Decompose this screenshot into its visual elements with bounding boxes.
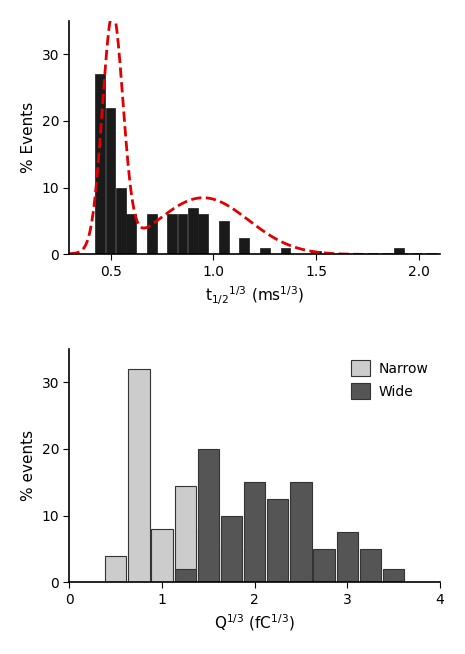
Bar — [152, 529, 173, 583]
Bar — [280, 248, 290, 254]
Bar — [219, 221, 229, 254]
Bar — [312, 251, 321, 254]
Y-axis label: % events: % events — [21, 430, 36, 501]
X-axis label: t$_{1/2}$$^{1/3}$ (ms$^{1/3}$): t$_{1/2}$$^{1/3}$ (ms$^{1/3}$) — [205, 284, 304, 307]
Bar — [116, 188, 126, 254]
Bar — [106, 108, 115, 254]
Bar — [221, 549, 242, 583]
Bar — [267, 499, 288, 583]
Bar — [383, 569, 404, 583]
Bar — [313, 549, 335, 583]
Bar — [147, 215, 157, 254]
X-axis label: Q$^{1/3}$ (fC$^{1/3}$): Q$^{1/3}$ (fC$^{1/3}$) — [214, 612, 295, 633]
Bar — [221, 516, 242, 583]
Bar — [198, 529, 219, 583]
Bar — [198, 449, 219, 583]
Bar — [128, 369, 150, 583]
Bar — [337, 532, 358, 583]
Bar — [188, 208, 198, 254]
Bar — [394, 248, 404, 254]
Bar — [174, 569, 196, 583]
Legend: Narrow, Wide: Narrow, Wide — [347, 356, 433, 403]
Bar — [198, 215, 208, 254]
Bar — [178, 215, 187, 254]
Bar — [105, 556, 126, 583]
Bar — [239, 238, 249, 254]
Bar — [290, 483, 312, 583]
Bar — [126, 215, 136, 254]
Bar — [244, 483, 265, 583]
Bar — [360, 549, 381, 583]
Y-axis label: % Events: % Events — [21, 102, 36, 173]
Bar — [167, 215, 177, 254]
Bar — [174, 486, 196, 583]
Bar — [260, 248, 270, 254]
Bar — [95, 75, 105, 254]
